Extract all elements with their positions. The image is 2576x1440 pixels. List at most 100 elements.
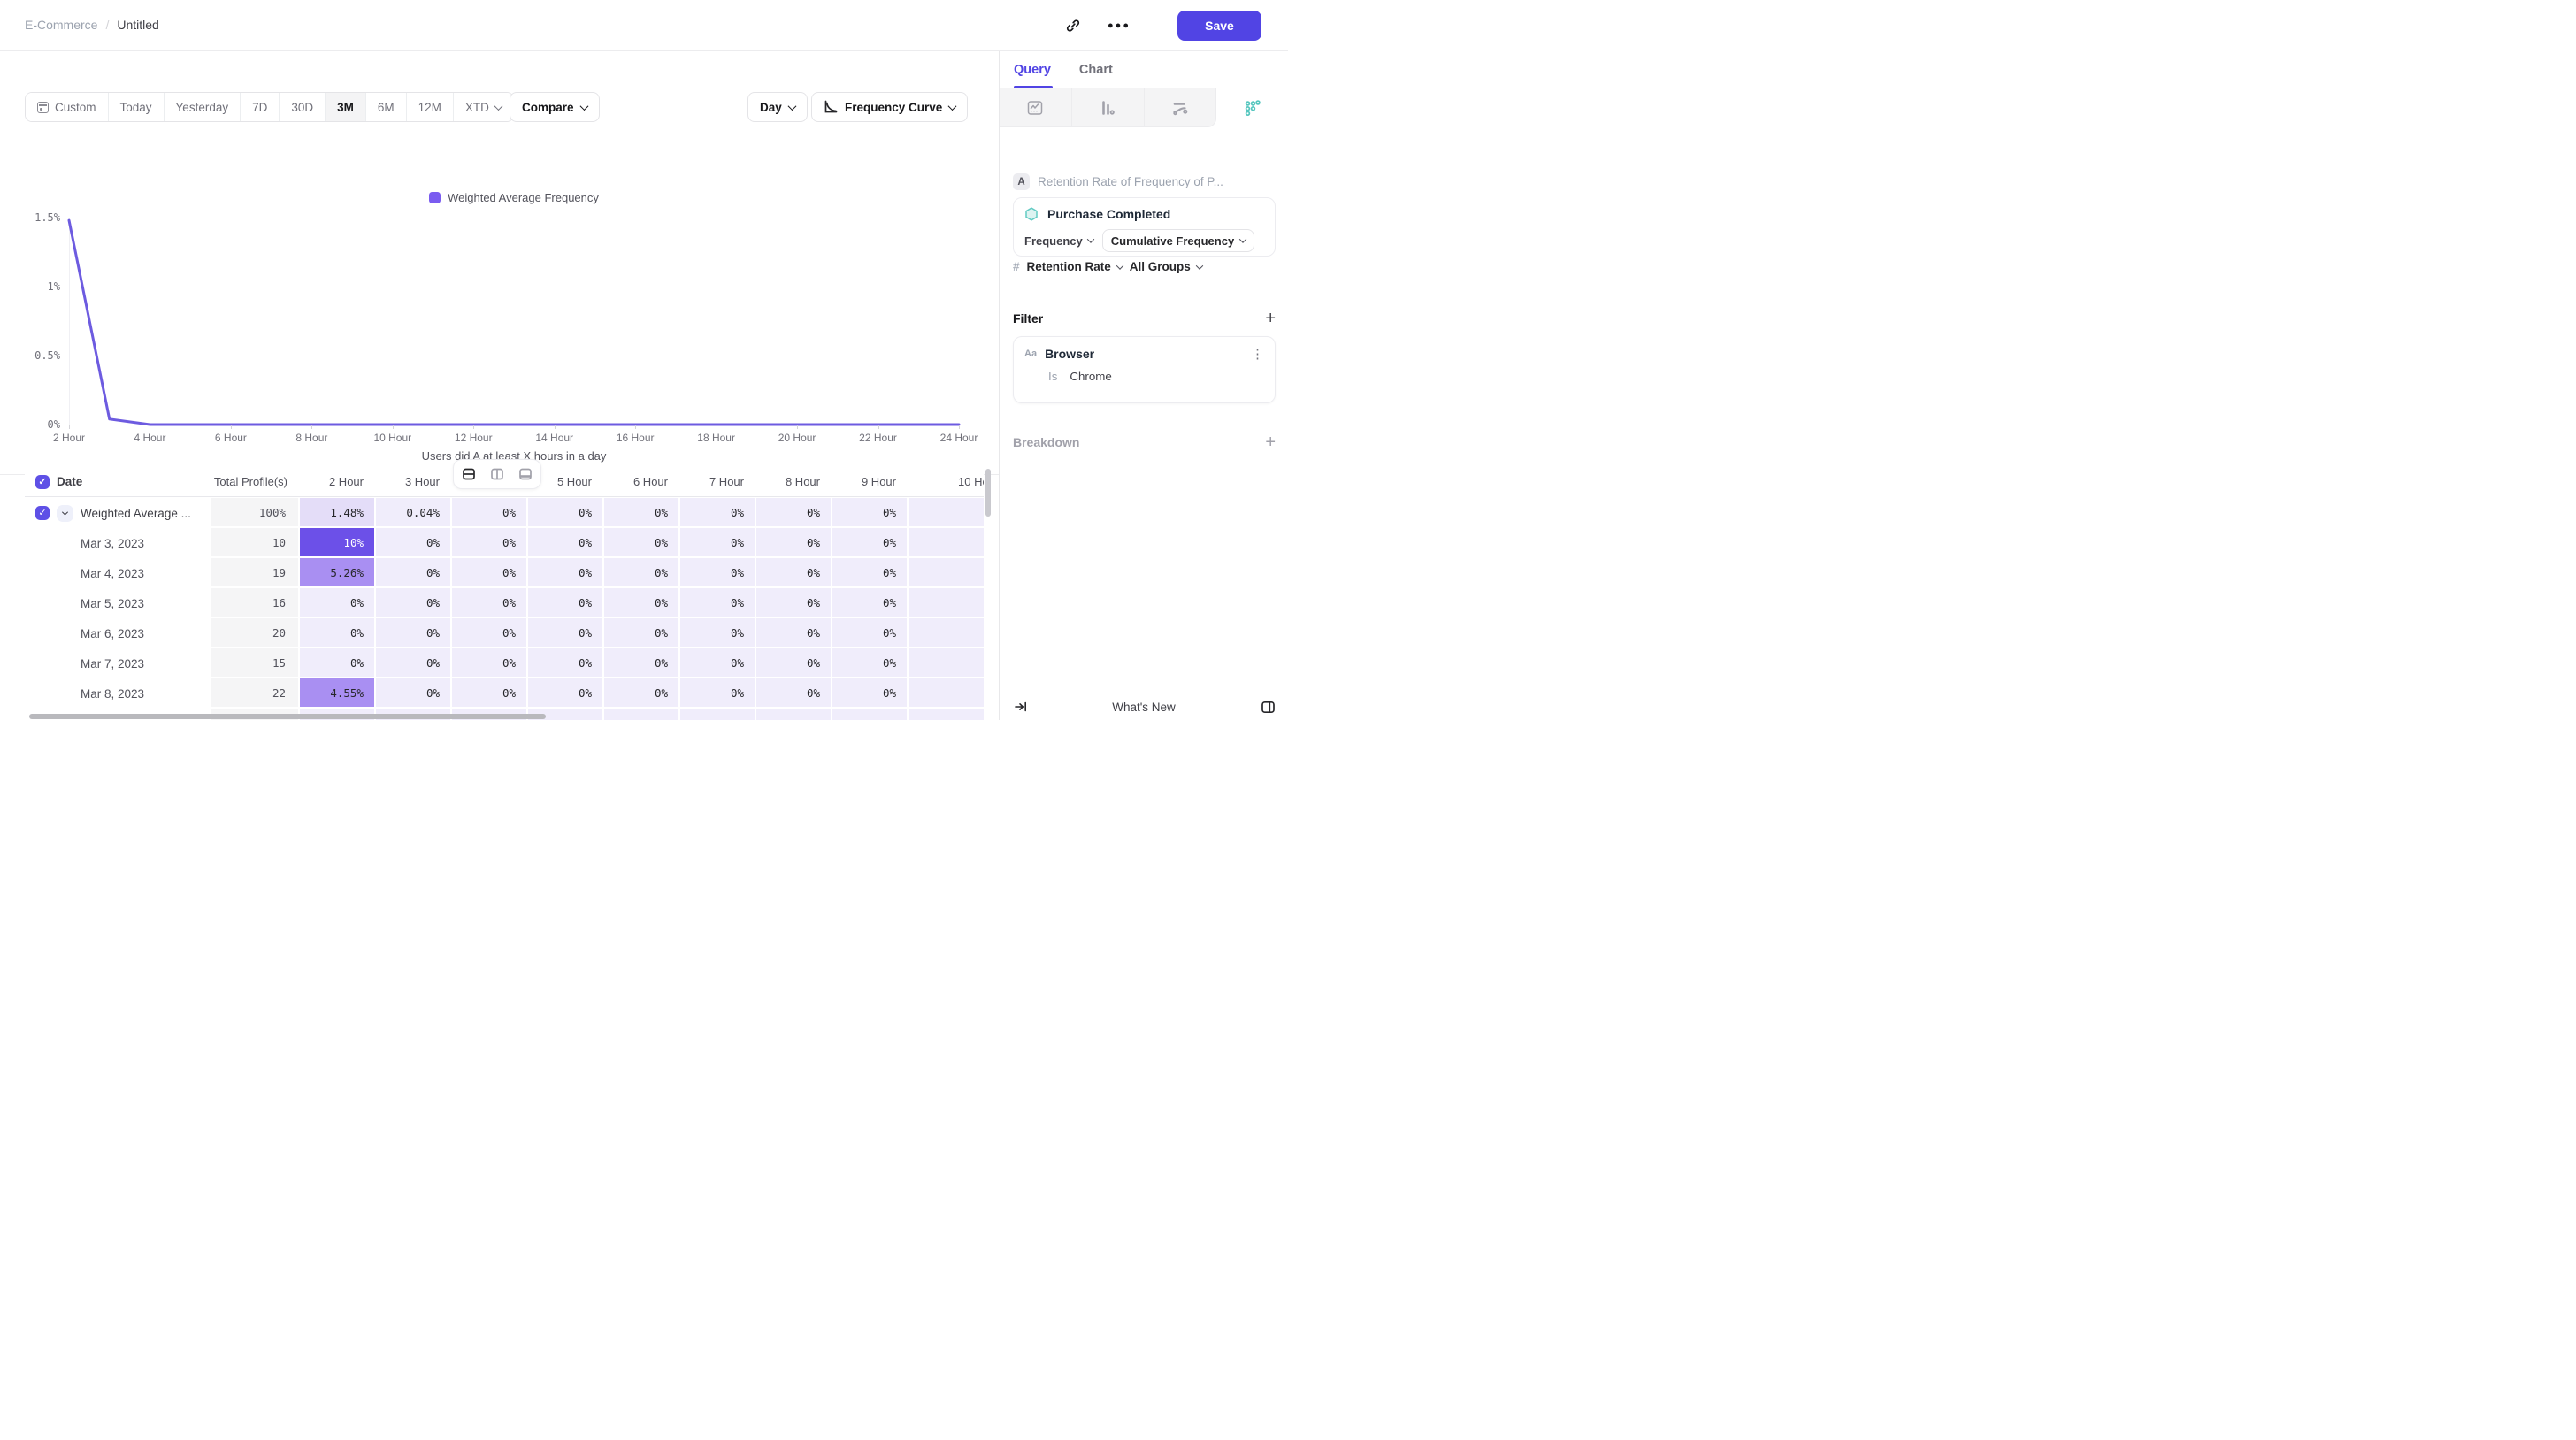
chevron-down-icon [61,509,69,516]
whats-new-link[interactable]: What's New [1112,700,1176,714]
chevron-down-icon [1195,261,1204,270]
measure-label: Frequency [1024,234,1083,248]
series-row[interactable]: A Retention Rate of Frequency of P... [1013,173,1276,190]
filter-kebab-menu[interactable]: ⋮ [1251,346,1264,362]
table-only-toggle[interactable] [513,463,538,486]
retention-cell: 0% [831,528,907,558]
row-checkbox[interactable]: ✓ [35,506,50,520]
series-title: Retention Rate of Frequency of P... [1038,175,1223,188]
retention-cell: 0% [450,498,526,528]
toggle-sidebar-button[interactable] [1261,700,1276,715]
retention-cell: 0% [374,528,450,558]
range-7d[interactable]: 7D [241,93,280,121]
range-30d[interactable]: 30D [280,93,326,121]
chevron-down-icon [947,101,957,111]
groups-label: All Groups [1129,260,1191,273]
retention-cell: 0% [450,588,526,618]
view-tab-funnel-bars[interactable] [1071,88,1145,127]
chart-type-label: Frequency Curve [845,100,943,114]
granularity-dropdown[interactable]: Day [748,92,808,122]
view-tab-insights-line-chart[interactable] [1000,88,1072,127]
x-axis-tickmark [959,425,960,429]
save-button[interactable]: Save [1177,11,1261,41]
collapse-panel-button[interactable] [1014,700,1028,714]
retention-cell: 0% [678,558,755,588]
retention-cell: 1.48% [298,498,374,528]
split-horizontal-toggle[interactable] [456,463,481,486]
retention-cell: 0% [374,558,450,588]
panel-columns-icon [1261,700,1276,715]
breadcrumb: E-Commerce / Untitled [25,18,159,32]
retention-cell: 0% [831,678,907,709]
retention-cell: 10% [298,528,374,558]
range-custom[interactable]: Custom [26,93,109,121]
x-axis-tickmark [797,425,799,429]
retention-cell: 0% [374,588,450,618]
groups-dropdown[interactable]: All Groups [1129,260,1204,273]
range-label: 6M [377,100,395,114]
table-vertical-scrollbar[interactable] [985,469,991,517]
chevron-down-icon [1238,235,1247,243]
retention-cell: 4.55% [298,678,374,709]
chart-legend[interactable]: Weighted Average Frequency [69,191,959,204]
more-options-button[interactable]: ●●● [1108,14,1131,37]
tab-query[interactable]: Query [1014,51,1053,88]
y-axis-tick-label: 1% [47,280,60,293]
range-today[interactable]: Today [108,93,165,121]
retention-cell: 0% [755,528,831,558]
retention-cell: 0% [755,498,831,528]
measure-dropdown[interactable]: Frequency [1024,234,1094,248]
view-tab-retention-dot-grid[interactable] [1216,88,1288,127]
retention-cell: 0% [755,558,831,588]
legend-marker [429,192,441,203]
expand-row-button[interactable] [57,504,73,522]
weighted-average-row-label: ✓ Weighted Average ... [25,498,210,528]
range-6m[interactable]: 6M [365,93,407,121]
total-profiles-cell: 22 [210,678,298,709]
chevron-down-icon [494,101,503,111]
filter-card[interactable]: Aa Browser ⋮ Is Chrome [1013,336,1276,403]
retention-cell: 0% [526,588,602,618]
table-row: Mar 6, 2023 20 0% 0% 0% 0% 0% 0% 0% 0% [25,618,984,648]
split-vertical-toggle[interactable] [485,463,510,486]
event-card[interactable]: Purchase Completed Frequency Cumulative … [1013,197,1276,257]
x-axis-tick-label: 10 Hour [373,432,412,444]
compare-button[interactable]: Compare [510,92,600,122]
add-filter-button[interactable]: + [1265,309,1276,328]
retention-cell: 0% [831,558,907,588]
range-12m[interactable]: 12M [406,93,454,121]
range-yesterday[interactable]: Yesterday [164,93,242,121]
retention-cell-clipped [907,498,984,528]
retention-cell-clipped [907,648,984,678]
select-all-checkbox[interactable]: ✓ [35,474,50,489]
retention-cell: 0% [831,648,907,678]
retention-cell: 0% [374,618,450,648]
filter-value-dropdown[interactable]: Chrome [1070,370,1112,383]
breadcrumb-report-title[interactable]: Untitled [117,18,159,32]
date-row-label: Mar 6, 2023 [25,618,210,648]
table-row: Mar 7, 2023 15 0% 0% 0% 0% 0% 0% 0% 0% [25,648,984,678]
filter-operator-dropdown[interactable]: Is [1048,370,1058,383]
x-axis-tick-label: 8 Hour [295,432,328,444]
metric-dropdown[interactable]: Retention Rate [1027,260,1124,273]
total-profiles-cell: 20 [210,618,298,648]
x-axis-tickmark [69,425,70,429]
arrow-to-right-icon [1014,700,1028,714]
range-3m[interactable]: 3M [326,93,366,121]
tab-chart[interactable]: Chart [1079,51,1113,88]
add-breakdown-button[interactable]: + [1265,433,1276,452]
table-horizontal-scrollbar[interactable] [29,714,546,719]
range-xtd[interactable]: XTD [453,93,513,121]
breadcrumb-project[interactable]: E-Commerce [25,18,98,32]
flows-icon [1171,99,1189,117]
measure-value-dropdown[interactable]: Cumulative Frequency [1101,229,1255,252]
copy-link-button[interactable] [1062,14,1085,37]
x-axis-tickmark [554,425,556,429]
retention-cell [907,709,984,720]
bottom-dock-icon [518,466,533,482]
chart-type-dropdown[interactable]: Frequency Curve [811,92,969,122]
view-tab-flows[interactable] [1144,88,1217,127]
frequency-curve-icon [824,100,838,114]
retention-cell: 0% [450,678,526,709]
